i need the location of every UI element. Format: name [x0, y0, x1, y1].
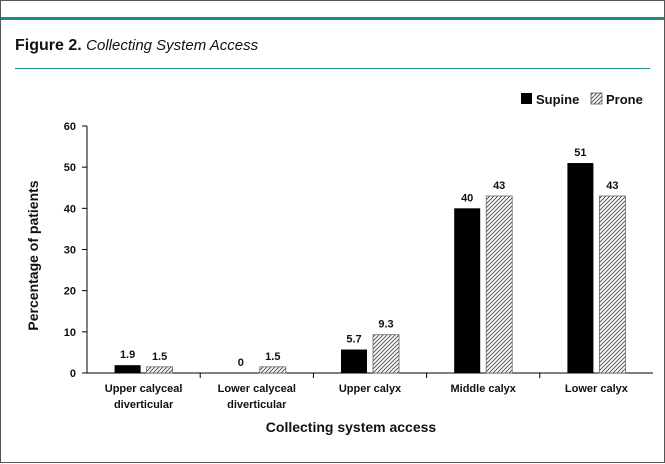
x-category-label: Upper calyceal diverticular: [105, 383, 183, 411]
y-axis-title: Percentage of patients: [25, 180, 41, 330]
legend-swatch-supine: [521, 93, 532, 104]
figure-label: Figure 2.: [15, 37, 82, 54]
bar-prone: [485, 195, 513, 374]
x-category-label: Lower calyceal diverticular: [218, 383, 296, 411]
y-tick-label: 30: [64, 245, 76, 257]
data-label-prone: 9.3: [378, 319, 393, 331]
y-tick-label: 20: [64, 286, 76, 298]
legend-swatch-prone: [590, 92, 603, 105]
figure-title: Collecting System Access: [86, 37, 259, 54]
bar-prone: [599, 195, 626, 374]
data-label-prone: 1.5: [265, 351, 280, 363]
y-tick-label: 50: [64, 162, 76, 174]
bar-supine: [341, 349, 367, 373]
legend-label-prone: Prone: [606, 92, 643, 107]
y-tick-label: 0: [70, 368, 76, 380]
bar-supine: [567, 163, 594, 373]
data-label-prone: 43: [606, 180, 618, 192]
data-label-prone: 43: [493, 180, 505, 192]
x-category-label: Upper calyx: [339, 383, 402, 395]
figure-caption: Figure 2. Collecting System Access: [15, 37, 258, 55]
data-label-supine: 1.9: [120, 349, 135, 361]
x-category-label: Lower calyx: [565, 383, 629, 395]
data-label-supine: 5.7: [346, 334, 361, 346]
x-category-label: Middle calyx: [450, 383, 516, 395]
x-axis-title: Collecting system access: [266, 419, 437, 435]
y-tick-label: 10: [64, 327, 76, 339]
data-label-supine: 0: [238, 357, 244, 369]
data-label-prone: 1.5: [152, 351, 167, 363]
data-label-supine: 40: [461, 192, 473, 204]
bar-prone: [259, 366, 287, 374]
y-tick-label: 40: [64, 203, 76, 215]
caption-divider: [15, 68, 650, 69]
bar-supine: [454, 208, 481, 373]
bar-prone: [372, 334, 400, 374]
y-tick-label: 60: [64, 121, 76, 133]
data-label-supine: 51: [574, 147, 586, 159]
top-accent-rule: [1, 17, 664, 20]
legend-label-supine: Supine: [536, 92, 579, 107]
bar-supine: [114, 365, 141, 373]
bar-prone: [146, 366, 174, 374]
